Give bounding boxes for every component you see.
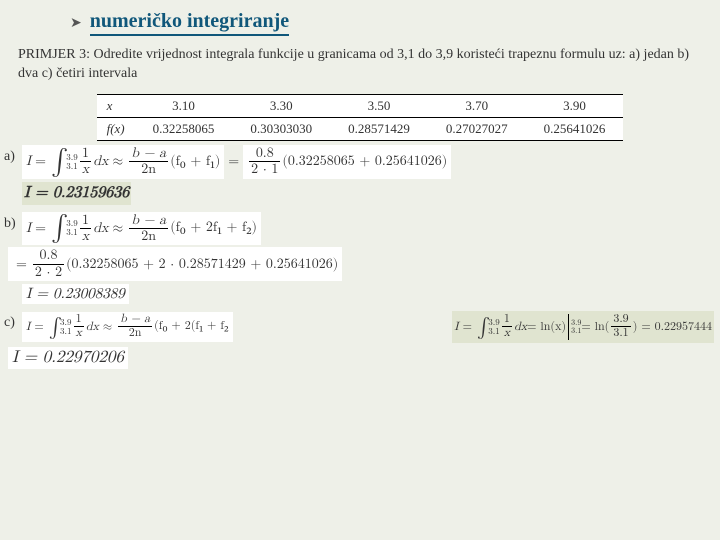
x-val: 3.70 — [428, 94, 526, 117]
f-val: 0.27027027 — [428, 117, 526, 140]
f-val: 0.30303030 — [232, 117, 330, 140]
result-a: I = 0.23159636 — [22, 182, 131, 205]
x-val: 3.30 — [232, 94, 330, 117]
example-prompt: PRIMJER 3: Odredite vrijednost integrala… — [0, 40, 720, 94]
label-a: a) — [4, 149, 15, 165]
result-c: I = 0.22970206 — [8, 347, 128, 369]
eq-a-rhs: 0.82 · 1 (0.32258065 + 0.25641026) — [243, 145, 451, 179]
b-terms: (f₀ + 2f₁ + f₂) — [170, 219, 257, 237]
x-val: 3.50 — [330, 94, 428, 117]
section-c: c) I= ∫3.93.1 1x dx≈ b − a2n (f₀ + 2(f₁ … — [0, 311, 720, 368]
x-val: 3.90 — [526, 94, 624, 117]
x-label: x — [97, 94, 135, 117]
label-c: c) — [4, 315, 15, 331]
f-val: 0.28571429 — [330, 117, 428, 140]
x-val: 3.10 — [135, 94, 233, 117]
a-terms: (f₀ + f₁) — [170, 153, 220, 171]
f-val: 0.32258065 — [135, 117, 233, 140]
eq-a-lhs: I= ∫3.93.1 1x dx≈ b − a2n (f₀ + f₁) — [22, 145, 224, 179]
label-b: b) — [4, 216, 16, 232]
f-val: 0.25641026 — [526, 117, 624, 140]
page-title: numeričko integriranje — [90, 10, 289, 36]
section-a: a) I= ∫3.93.1 1x dx≈ b − a2n (f₀ + f₁) =… — [0, 145, 720, 206]
eq-b-line2: = 0.82 · 2 (0.32258065 + 2 · 0.28571429 … — [8, 247, 342, 281]
data-table: x 3.10 3.30 3.50 3.70 3.90 f(x) 0.322580… — [97, 94, 624, 141]
eq-c-exact: I= ∫3.93.1 1x dx = ln(x) 3.93.1 = ln( 3.… — [452, 311, 714, 342]
eq-b-line1: I= ∫3.93.1 1x dx≈ b − a2n (f₀ + 2f₁ + f₂… — [22, 212, 261, 246]
f-label: f(x) — [97, 117, 135, 140]
bullet-arrow-icon: ➤ — [70, 15, 82, 32]
section-b: b) I= ∫3.93.1 1x dx≈ b − a2n (f₀ + 2f₁ +… — [0, 212, 720, 306]
eq-c-lhs: I= ∫3.93.1 1x dx≈ b − a2n (f₀ + 2(f₁ + f… — [22, 312, 233, 341]
result-b: I = 0.23008389 — [22, 284, 129, 304]
c-terms: (f₀ + 2(f₁ + f₂ — [154, 319, 228, 334]
